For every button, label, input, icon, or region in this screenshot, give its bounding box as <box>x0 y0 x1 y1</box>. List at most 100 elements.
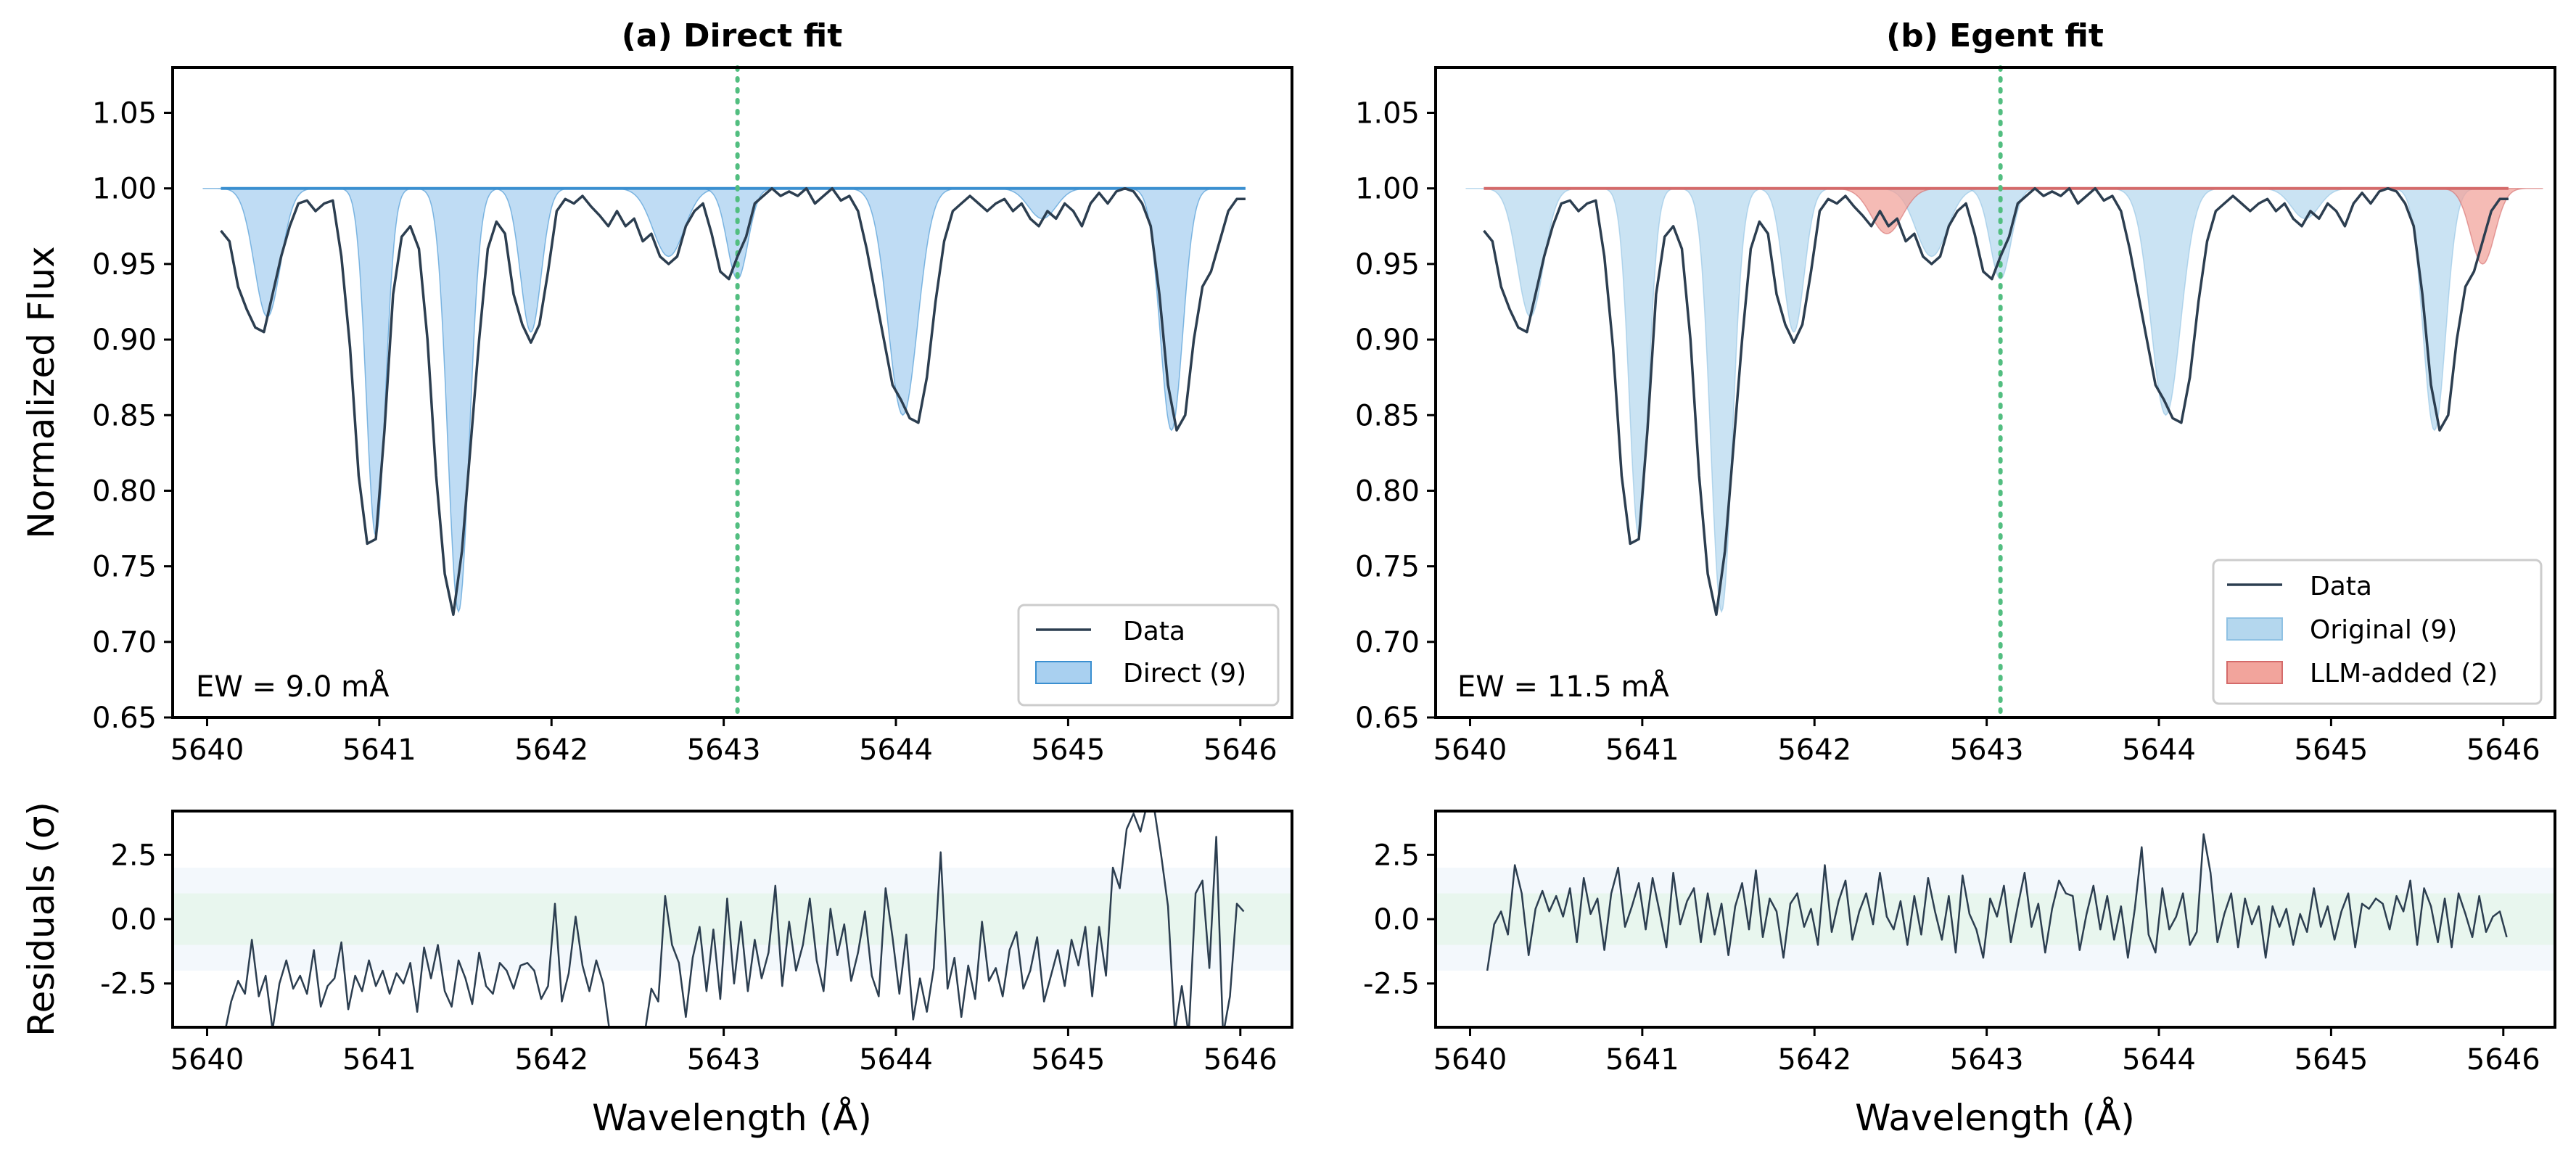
x-tick-label: 5645 <box>2295 1043 2369 1077</box>
y-tick-label: 0.80 <box>92 474 157 508</box>
y-tick-label: 1.00 <box>1355 173 1420 206</box>
direct-fit-profile <box>1115 187 1228 432</box>
panel-a-legend: Data Direct (9) <box>1017 604 1280 707</box>
x-tick-label: 5640 <box>1433 733 1507 767</box>
residual-line <box>225 811 1245 1027</box>
panel-b-ew-annotation: EW = 11.5 mÅ <box>1457 669 1670 704</box>
x-tick-label: 5644 <box>859 1043 933 1077</box>
original-fit-profile <box>1591 187 1687 538</box>
original-fit-profile <box>2092 187 2240 416</box>
panel-b-legend: Data Original (9) LLM-added (2) <box>2212 559 2543 705</box>
x-tick-label: 5644 <box>859 733 933 767</box>
y-tick-label: 0.65 <box>1355 702 1420 735</box>
panel-a-title: (a) Direct fit <box>622 17 842 54</box>
panel-a-x-axis: 5640 5641 5642 5643 5644 5645 5646 <box>170 717 1277 767</box>
direct-fit-profile <box>829 187 977 416</box>
y-tick-label: 1.05 <box>1355 97 1420 131</box>
x-tick-label: 5643 <box>1950 1043 2024 1077</box>
y-tick-label: 0.70 <box>1355 626 1420 659</box>
y-tick-label: -2.5 <box>100 968 157 1001</box>
direct-fit-profile <box>328 187 424 538</box>
panel-b-residual-y-axis: -2.5 0.0 2.5 <box>1363 839 1436 1001</box>
panel-a-y-axis: 0.65 0.70 0.75 0.80 0.85 0.90 0.95 1.00 1.05 <box>92 97 173 735</box>
y-tick-label: 0.75 <box>1355 551 1420 584</box>
panel-b-data-line <box>1483 186 2509 617</box>
panel-b-residual-x-axis: 5640 5641 5642 5643 5644 5645 5646 <box>1433 1027 2540 1077</box>
y-tick-label: 0.90 <box>1355 324 1420 357</box>
panel-a-fit-profiles <box>202 186 1246 614</box>
original-fit-profile <box>1742 187 1846 333</box>
legend-data-label: Data <box>1123 617 1185 646</box>
x-tick-label: 5643 <box>687 1043 761 1077</box>
x-tick-label: 5640 <box>170 1043 244 1077</box>
data-spectrum <box>220 186 1246 617</box>
panel-a-data-line <box>220 186 1246 617</box>
y-tick-label: -2.5 <box>1363 968 1420 1001</box>
y-tick-label: 0.75 <box>92 551 157 584</box>
y-tick-label: 0.85 <box>1355 399 1420 432</box>
x-tick-label: 5646 <box>2466 733 2540 767</box>
panel-b-title: (b) Egent fit <box>1886 17 2104 54</box>
x-axis-label-a: Wavelength (Å) <box>592 1097 872 1139</box>
y-axis-label-flux: Normalized Flux <box>20 246 62 538</box>
panel-a-residual-line <box>225 811 1245 1027</box>
y-axis-label-residuals: Residuals (σ) <box>20 802 62 1037</box>
x-tick-label: 5646 <box>2466 1043 2540 1077</box>
y-tick-label: 0.80 <box>1355 474 1420 508</box>
panel-b-residuals: -2.5 0.0 2.5 5640 5641 5642 5643 5644 5645 5646 <box>1363 810 2556 1077</box>
x-tick-label: 5641 <box>342 1043 416 1077</box>
y-tick-label: 0.95 <box>1355 248 1420 281</box>
y-tick-label: 0.70 <box>92 626 157 659</box>
x-tick-label: 5645 <box>1032 733 1106 767</box>
panel-a-residual-y-axis: -2.5 0.0 2.5 <box>100 839 173 1001</box>
y-tick-label: 1.05 <box>92 97 157 131</box>
legend-direct-swatch <box>1035 661 1092 684</box>
one-sigma-band <box>173 893 1292 945</box>
y-tick-label: 0.0 <box>110 903 157 937</box>
legend-direct-label: Direct (9) <box>1123 659 1246 688</box>
x-tick-label: 5644 <box>2122 733 2196 767</box>
direct-fit-profile <box>479 187 583 333</box>
legend-original-swatch <box>2226 617 2283 641</box>
y-tick-label: 2.5 <box>1373 839 1420 872</box>
residual-line <box>1486 833 2508 971</box>
x-tick-label: 5646 <box>1203 1043 1277 1077</box>
panel-a-direct-fit: (a) Direct fit 0.650.700.750.800.850.900… <box>92 17 1293 767</box>
x-tick-label: 5646 <box>1203 733 1277 767</box>
panel-a-frame <box>171 66 1293 719</box>
x-tick-label: 5642 <box>514 1043 588 1077</box>
y-tick-label: 0.0 <box>1373 903 1420 937</box>
x-tick-label: 5645 <box>2295 733 2369 767</box>
y-tick-label: 0.65 <box>92 702 157 735</box>
panel-a-residuals: -2.5 0.0 2.5 5640 5641 5642 5643 5644 5645 5646 <box>100 810 1293 1077</box>
panel-b-fit-profiles <box>1465 186 2543 614</box>
legend-llm-label: LLM-added (2) <box>2310 659 2498 688</box>
x-tick-label: 5640 <box>170 733 244 767</box>
original-fit-profile <box>1668 187 1775 614</box>
x-tick-label: 5643 <box>1950 733 2024 767</box>
x-tick-label: 5640 <box>1433 1043 1507 1077</box>
x-tick-label: 5645 <box>1032 1043 1106 1077</box>
legend-original-label: Original (9) <box>2310 615 2457 645</box>
x-axis-label-b: Wavelength (Å) <box>1855 1097 2135 1139</box>
y-tick-label: 0.85 <box>92 399 157 432</box>
legend-llm-swatch <box>2226 661 2283 684</box>
y-tick-label: 2.5 <box>110 839 157 872</box>
legend-data-label: Data <box>2310 572 2372 601</box>
panel-a-ew-annotation: EW = 9.0 mÅ <box>196 669 390 704</box>
panel-b-y-axis: 0.65 0.70 0.75 0.80 0.85 0.90 0.95 1.00 1.05 <box>1355 97 1436 735</box>
panel-b-frame <box>1434 66 2556 719</box>
panel-a-residual-x-axis: 5640 5641 5642 5643 5644 5645 5646 <box>170 1027 1277 1077</box>
x-tick-label: 5642 <box>1777 733 1851 767</box>
x-tick-label: 5641 <box>342 733 416 767</box>
direct-fit-profile <box>405 187 512 614</box>
x-tick-label: 5641 <box>1605 733 1679 767</box>
panel-b-egent-fit: (b) Egent fit 0.650.700.750.800.850.900.… <box>1355 17 2556 767</box>
panel-b-x-axis: 5640 5641 5642 5643 5644 5645 5646 <box>1433 717 2540 767</box>
x-tick-label: 5643 <box>687 733 761 767</box>
y-tick-label: 0.90 <box>92 324 157 357</box>
x-tick-label: 5644 <box>2122 1043 2196 1077</box>
data-spectrum <box>1483 186 2509 617</box>
x-tick-label: 5642 <box>514 733 588 767</box>
